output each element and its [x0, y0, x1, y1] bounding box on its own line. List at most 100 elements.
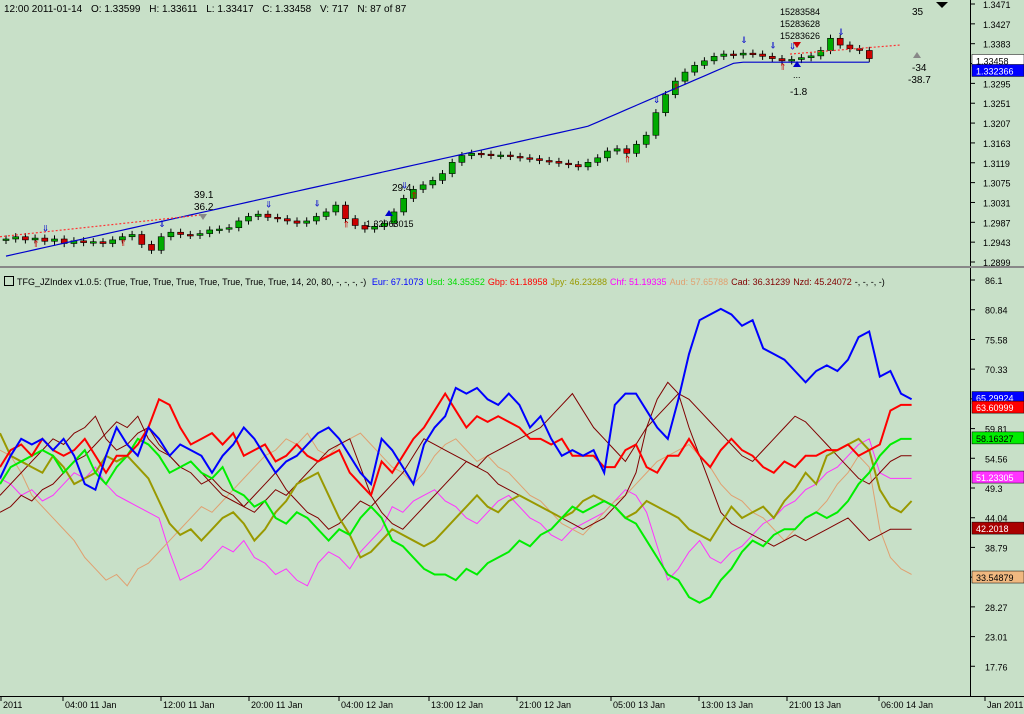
candle	[80, 240, 87, 243]
indicator-badge-label: 42.2018	[976, 524, 1009, 534]
candle	[332, 204, 340, 213]
candle	[41, 237, 49, 242]
price-badge	[971, 64, 1024, 77]
indicator-line-gbp	[0, 391, 912, 498]
indicator-tick-label: 54.56	[985, 454, 1008, 464]
buy-signal-arrow: ⇑	[32, 239, 40, 249]
candle	[313, 216, 320, 222]
candle	[22, 236, 29, 241]
candle	[536, 158, 543, 161]
annotation-neg-small: -1.8	[790, 87, 808, 98]
moving-average-line	[5, 61, 870, 257]
time-tick-label: 04:00 12 Jan	[341, 700, 393, 710]
price-axis[interactable]: 1.34711.34271.33831.33391.32951.32511.32…	[970, 0, 1024, 268]
candle	[477, 152, 485, 156]
candle	[119, 236, 126, 241]
candle	[633, 143, 640, 154]
indicator-chart[interactable]	[0, 268, 970, 696]
indicator-pane[interactable]	[0, 268, 970, 696]
indicator-tick-label: 70.33	[985, 365, 1008, 375]
price-badge-label: 1.332366	[976, 66, 1014, 76]
indicator-value-4: Chf: 51.19335	[610, 277, 667, 287]
candle	[807, 55, 815, 58]
candle	[361, 225, 369, 230]
time-tick-label: 13:00 12 Jan	[431, 700, 483, 710]
buy-signal-arrow: ⇑	[119, 238, 127, 248]
price-badge-label: 1.33458	[976, 56, 1009, 66]
marker-top-black	[936, 2, 948, 8]
indicator-name: TFG_JZIndex v1.0.5: (True, True, True, T…	[17, 277, 367, 287]
annotation-neg-b: -38.7	[908, 75, 931, 86]
candle	[138, 234, 146, 245]
marker-triangle	[199, 214, 207, 220]
candle	[604, 150, 611, 159]
marker-triangle-red	[793, 42, 801, 48]
time-tick-label: 20:00 11 Jan	[251, 700, 302, 710]
buy-signal-arrow: ⇑	[672, 82, 680, 92]
candle	[371, 226, 378, 230]
close-indicator-icon[interactable]	[4, 276, 14, 286]
indicator-line-jpy	[0, 432, 913, 559]
sell-signal-arrow: ⇓	[740, 35, 748, 45]
candle	[2, 238, 10, 241]
candle	[720, 53, 728, 57]
candle	[90, 241, 97, 244]
indicator-tick-label: 75.58	[985, 335, 1008, 345]
bar-count: N: 87 of 87	[357, 4, 407, 15]
candle	[196, 233, 204, 236]
time-tick-label: 12:00 11 Jan	[163, 700, 214, 710]
annotation-left-top: 39.1	[194, 190, 214, 201]
price-tick-label: 1.3163	[983, 139, 1011, 149]
candle	[274, 217, 281, 220]
candle	[31, 237, 39, 241]
candle	[730, 53, 737, 56]
trendline-left	[0, 214, 201, 238]
candle	[652, 112, 660, 136]
candle	[584, 162, 592, 168]
indicator-line-usd	[0, 437, 912, 604]
indicator-tick-label: 80.84	[985, 306, 1008, 316]
price-chart[interactable]: ⇓ ⇓⇓ ⇓⇓⇓⇓⇓ ⇓⇓⇑ ⇑⇑⇑⇑⇑⇑39.136.229.41.320630151…	[0, 0, 970, 266]
candle	[749, 52, 757, 55]
candle	[642, 134, 650, 145]
bar-close: C: 1.33458	[262, 4, 312, 15]
indicator-values: Eur: 67.1073 Usd: 34.35352 Gbp: 61.18958 Jp…	[372, 277, 888, 287]
candle	[662, 94, 669, 114]
sell-signal-arrow: ⇓	[313, 199, 321, 209]
price-pane[interactable]: ⇓ ⇓ ⇓ ⇓ ⇓ ⇓ ⇓ ⇓ ⇓ ⇓ ⇑ ⇑ ⇑ ⇑ ⇑ ⇑ ⇑ 39.1 36.2 29.4 1.32063015 1…	[0, 0, 970, 266]
sell-signal-arrow: ⇓	[158, 219, 166, 229]
candle	[51, 238, 58, 242]
indicator-tick-label: 59.81	[985, 425, 1008, 435]
sell-signal-arrow: ⇓	[653, 95, 661, 105]
indicator-axis[interactable]: 86.180.8475.5870.3365.0759.8154.5649.344…	[970, 268, 1024, 696]
candle	[177, 231, 184, 235]
candle	[458, 155, 466, 163]
indicator-value-1: Usd: 34.35352	[426, 277, 485, 287]
indicator-badge-label: 33.54879	[976, 573, 1014, 583]
buy-signal-arrow: ⇑	[624, 154, 632, 164]
sell-signal-arrow: ⇓	[401, 180, 409, 190]
candle	[206, 229, 213, 234]
time-axis[interactable]: 2011 04:00 11 Jan 12:00 11 Jan 20:00 11 Jan…	[0, 696, 1024, 711]
indicator-axis-labels: 86.180.8475.5870.3365.0759.8154.5649.344…	[971, 276, 1024, 672]
time-tick-label: 13:00 13 Jan	[701, 700, 753, 710]
candle	[739, 52, 747, 56]
candle	[167, 231, 175, 238]
indicator-line-aud	[0, 432, 912, 587]
indicator-value-8: -, -, -, -)	[854, 277, 885, 287]
pane-divider[interactable]	[0, 266, 1024, 268]
candle	[817, 50, 825, 57]
candle	[778, 58, 786, 62]
annotation-mid: 29.4	[392, 183, 412, 194]
candle	[846, 44, 854, 49]
price-tick-label: 1.3427	[983, 20, 1011, 30]
candle	[565, 162, 572, 166]
candle	[293, 220, 301, 224]
price-tick-label: 1.3207	[983, 119, 1011, 129]
sell-signal-arrow: ⇓	[789, 42, 797, 52]
indicator-tick-label: 49.3	[985, 484, 1003, 494]
candle	[283, 218, 291, 222]
candle	[507, 154, 514, 157]
candle	[487, 153, 495, 156]
